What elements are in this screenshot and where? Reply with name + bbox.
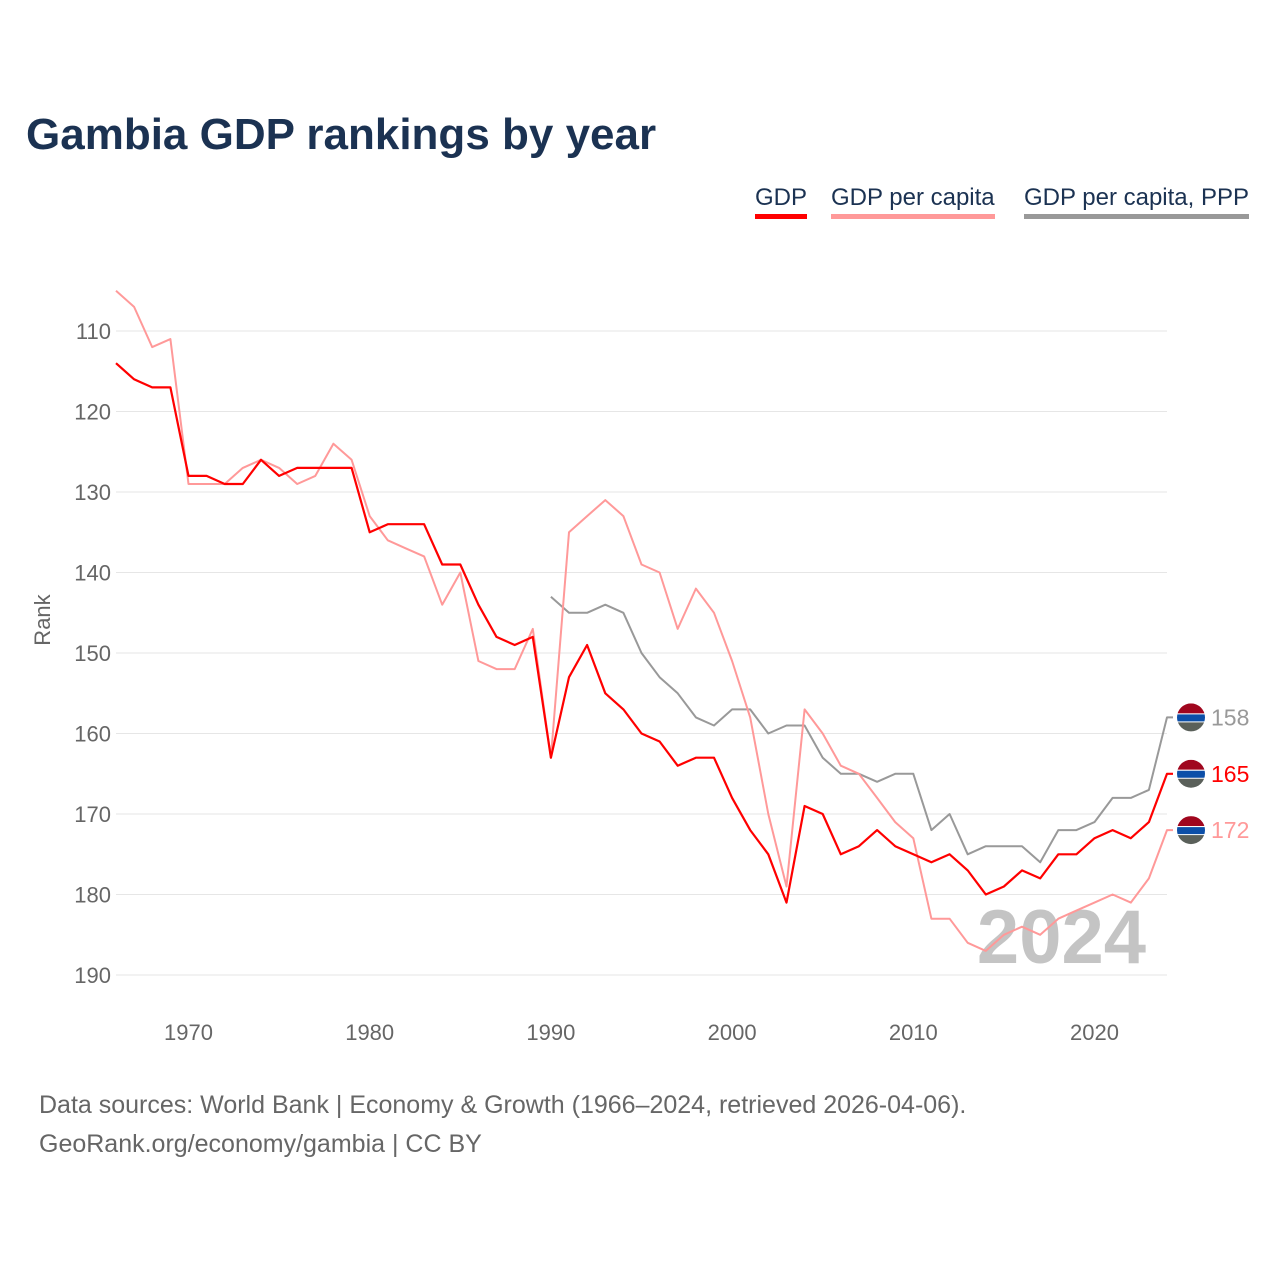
series-line-gdp-per-capita — [115, 290, 1173, 952]
x-tick-label: 2020 — [1070, 1020, 1119, 1045]
series-line-gdp-per-capita-ppp — [550, 595, 1173, 864]
x-tick-label: 2010 — [889, 1020, 938, 1045]
year-watermark: 2024 — [977, 895, 1146, 980]
footer-link[interactable]: GeoRank.org/economy/gambia | CC BY — [39, 1130, 482, 1158]
end-value-label: 172 — [1211, 817, 1249, 843]
gambia-flag-icon — [1177, 703, 1205, 732]
y-tick-label: 150 — [74, 641, 111, 666]
y-tick-label: 190 — [74, 963, 111, 988]
end-value-label: 158 — [1211, 704, 1249, 730]
chart-title: Gambia GDP rankings by year — [26, 110, 657, 159]
x-tick-label: 1990 — [526, 1020, 575, 1045]
series-line-gdp — [115, 362, 1173, 904]
legend-gdp[interactable]: GDP — [755, 184, 808, 219]
y-tick-label: 180 — [74, 883, 111, 908]
footer: Data sources: World Bank | Economy & Gro… — [39, 1086, 966, 1164]
y-axis-label: Rank — [30, 593, 55, 645]
y-tick-label: 130 — [74, 480, 111, 505]
legend-gdp-per-capita[interactable]: GDP per capita — [831, 184, 995, 219]
y-tick-label: 160 — [74, 722, 111, 747]
x-tick-label: 1970 — [164, 1020, 213, 1045]
end-value-label: 165 — [1211, 761, 1249, 787]
y-tick-label: 110 — [76, 319, 111, 344]
y-tick-label: 120 — [74, 400, 111, 425]
x-tick-label: 2000 — [708, 1020, 757, 1045]
gambia-flag-icon — [1177, 759, 1205, 788]
y-tick-label: 140 — [74, 561, 111, 586]
footer-sources: Data sources: World Bank | Economy & Gro… — [39, 1091, 967, 1119]
legend-gdp-per-capita-ppp[interactable]: GDP per capita, PPP — [1024, 184, 1249, 219]
gambia-flag-icon — [1177, 816, 1205, 845]
y-tick-label: 170 — [74, 802, 111, 827]
x-tick-label: 1980 — [345, 1020, 394, 1045]
